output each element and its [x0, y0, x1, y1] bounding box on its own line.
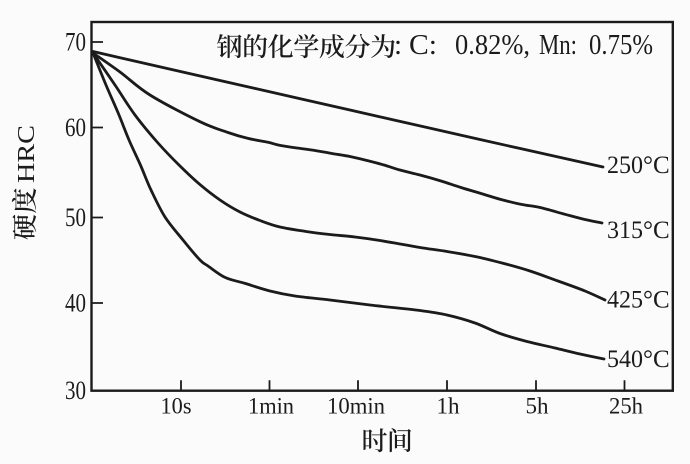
svg-text:25h: 25h [609, 394, 643, 419]
svg-text:30: 30 [65, 375, 86, 405]
svg-text:250: 250 [607, 152, 643, 179]
svg-text:°C: °C [643, 152, 670, 179]
svg-text:°C: °C [643, 346, 670, 373]
svg-text:°C: °C [643, 287, 670, 314]
svg-text:10s: 10s [161, 394, 192, 419]
svg-text:50: 50 [65, 202, 86, 232]
svg-text:315: 315 [607, 217, 643, 244]
svg-text:1h: 1h [437, 394, 461, 419]
svg-text:HRC: HRC [14, 125, 40, 183]
svg-text:40: 40 [65, 287, 86, 317]
svg-text:60: 60 [65, 112, 86, 142]
svg-text:540: 540 [607, 346, 643, 373]
svg-text:C:: C: [409, 29, 437, 61]
svg-text:°C: °C [643, 217, 670, 244]
svg-text:5h: 5h [526, 394, 550, 419]
svg-text:0.82%,: 0.82%, [455, 29, 530, 61]
svg-text::: : [394, 29, 402, 61]
svg-text:0.75%: 0.75% [589, 29, 653, 61]
svg-text:425: 425 [607, 287, 643, 314]
svg-text:Mn:: Mn: [539, 29, 577, 61]
svg-text:70: 70 [65, 26, 86, 56]
svg-text:10min: 10min [327, 394, 385, 419]
svg-text:1min: 1min [248, 394, 294, 419]
